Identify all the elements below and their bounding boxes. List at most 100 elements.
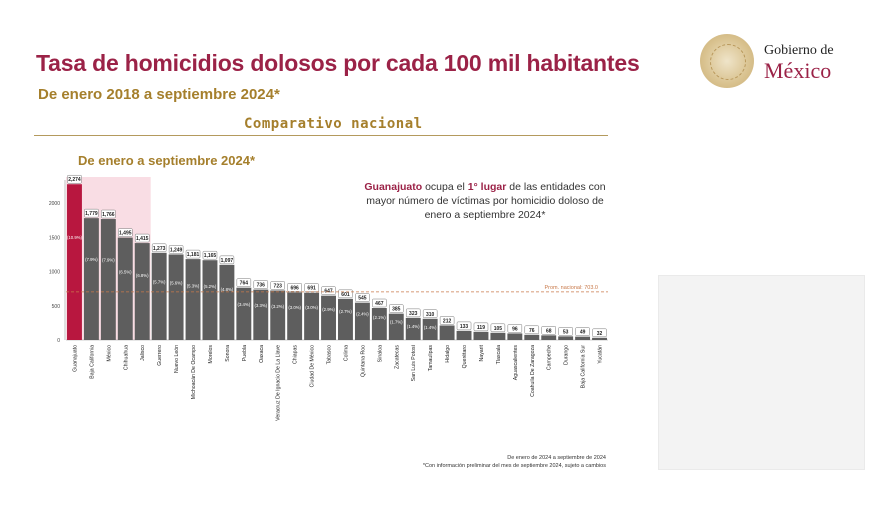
category-label: Oaxaca [259,345,265,363]
value-label: 76 [529,328,535,334]
bar [67,184,82,340]
category-label: Sinaloa [377,345,383,362]
bar [185,259,201,340]
category-label: Veracruz De Ignacio De La Llave [276,345,282,421]
logo-line-1: Gobierno de [764,43,834,58]
pct-label: (6.5%) [119,269,132,274]
callout-rank: 1° lugar [467,181,507,193]
category-label: Tabasco [327,345,333,364]
bar [202,260,218,340]
category-label: Guanajuato [72,345,78,372]
pct-label: (7.9%) [85,257,98,262]
value-label-box [253,280,269,289]
value-label: 119 [477,325,485,331]
value-label-box [270,281,285,290]
reference-label: Prom. nacional: 703.0 [544,285,598,291]
value-label: 96 [512,326,518,332]
callout-state: Guanajuato [364,181,423,193]
category-label: Morelos [208,345,214,364]
bar [117,237,133,340]
pct-label: (3.0%) [288,305,301,310]
value-label: 385 [392,307,401,313]
bar [287,292,303,340]
value-label: 310 [426,312,435,318]
value-label: 133 [460,324,469,330]
y-tick-label: 1500 [49,235,60,241]
category-label: Querétaro [462,345,468,368]
pct-label: (2.1%) [373,315,386,320]
value-label: 723 [274,283,283,289]
value-label: 1,779 [85,211,98,217]
value-label-box [389,304,404,313]
category-label: Baja California Sur [581,345,587,389]
value-label: 68 [546,328,552,334]
bar [219,264,235,340]
category-label: Tlaxcala [496,345,502,364]
category-label: Guerrero [157,345,163,366]
value-label-box [524,325,540,335]
value-label-box [439,316,455,325]
value-label: 32 [597,331,603,337]
value-label: 53 [563,329,569,335]
value-label-box [405,308,421,318]
callout-part-1: ocupa el [422,181,468,193]
value-label-box [236,278,252,287]
bar [575,336,591,340]
section-divider [34,135,608,136]
pct-label: (3.4%) [238,302,251,307]
bar [304,292,320,340]
value-label-box [287,283,302,292]
value-label-box [202,250,218,260]
value-label-box [575,327,590,336]
bar [405,317,421,340]
category-label: Colima [343,345,349,361]
value-label: 467 [375,301,384,307]
category-label: Ciudad De México [310,345,316,387]
category-label: Baja California [89,345,95,379]
bar [270,290,286,340]
value-label-box [67,174,82,184]
pct-label: (5.2%) [204,284,217,289]
value-label-box [473,322,489,332]
category-label: Puebla [242,345,248,361]
value-label-box [168,245,184,254]
value-label: 691 [307,286,316,292]
bar [354,302,370,340]
value-label: 1,181 [187,252,200,258]
category-label: México [106,345,112,362]
pct-label: (6.8%) [136,273,149,278]
section-label: Comparativo nacional [244,116,423,132]
value-label-box [355,293,370,302]
bar [473,331,489,340]
value-label: 1,273 [153,246,166,252]
value-label-box [118,228,133,237]
pct-label: (3.0%) [305,305,318,310]
callout-part-2: de las entidades con mayor número de víc… [366,181,606,221]
category-label: Coahuila De Zaragoza [530,345,536,397]
value-label: 1,097 [221,258,234,264]
y-tick-label: 0 [57,338,60,344]
value-label-box [558,327,573,336]
bar [236,287,252,340]
value-label: 49 [580,330,586,336]
value-label-box [151,243,167,253]
value-label-box [372,298,387,308]
bar [321,295,336,340]
value-label: 696 [290,285,299,291]
value-label-box [422,309,438,319]
value-label: 545 [358,296,367,302]
value-label-box [507,324,523,333]
value-label-box [592,328,607,338]
y-tick-label: 1000 [49,270,60,276]
value-label-box [101,209,116,219]
bar [490,332,506,340]
pct-label: (5.3%) [187,283,200,288]
bar [456,330,472,340]
category-label: Hidalgo [445,345,451,363]
value-label: 323 [409,311,418,317]
gobierno-logo: Gobierno de México [700,34,860,88]
category-label: Quintana Roo [360,345,366,377]
pct-label: (1.4%) [407,324,420,329]
value-label-box [134,233,150,243]
